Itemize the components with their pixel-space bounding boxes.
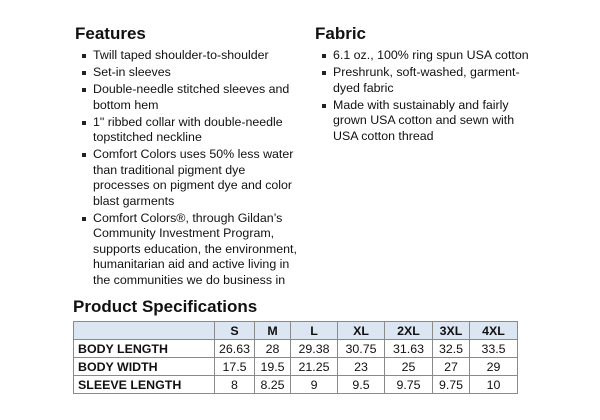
cell: 17.5 [213, 357, 256, 376]
header-cell: XL [337, 321, 386, 340]
bullet-icon [322, 103, 326, 108]
fabric-heading: Fabric [315, 24, 367, 43]
cell: 28 [254, 339, 292, 358]
bullet-icon [82, 153, 86, 158]
list-item: Preshrunk, soft-washed, garment-dyed fab… [315, 65, 535, 96]
cell: 9.75 [384, 375, 434, 394]
list-item: Made with sustainably and fairly grown U… [315, 98, 535, 145]
cell: 29.38 [290, 339, 339, 358]
cell: 21.25 [290, 357, 339, 376]
header-cell: M [254, 321, 292, 340]
cell: 23 [337, 357, 386, 376]
features-section: Features Twill taped shoulder-to-shoulde… [75, 24, 303, 290]
features-heading: Features [75, 24, 146, 43]
header-cell: L [290, 321, 339, 340]
cell: 8.25 [254, 375, 292, 394]
table-row: BODY WIDTH 17.5 19.5 21.25 23 25 27 29 [73, 357, 519, 376]
cell: 27 [432, 357, 471, 376]
bullet-icon [82, 216, 86, 221]
fabric-section: Fabric 6.1 oz., 100% ring spun USA cotto… [315, 24, 535, 146]
fabric-list: 6.1 oz., 100% ring spun USA cotton Presh… [315, 48, 535, 144]
table-row: BODY LENGTH 26.63 28 29.38 30.75 31.63 3… [73, 339, 519, 358]
bullet-icon [82, 88, 86, 93]
cell: 9 [290, 375, 339, 394]
header-cell: S [213, 321, 256, 340]
list-item: Set-in sleeves [75, 65, 303, 81]
cell: 9.5 [337, 375, 386, 394]
bullet-icon [82, 54, 86, 58]
row-label: BODY LENGTH [73, 339, 215, 358]
cell: 25 [384, 357, 434, 376]
row-label: SLEEVE LENGTH [73, 375, 215, 394]
header-cell-empty [73, 321, 215, 340]
header-cell: 4XL [469, 321, 519, 340]
cell: 8 [213, 375, 256, 394]
bullet-icon [82, 71, 86, 76]
row-label: BODY WIDTH [73, 357, 215, 376]
list-item: Double-needle stitched sleeves and botto… [75, 82, 303, 113]
bullet-icon [322, 71, 326, 76]
table-row: SLEEVE LENGTH 8 8.25 9 9.5 9.75 9.75 10 [73, 375, 519, 394]
features-list: Twill taped shoulder-to-shoulder Set-in … [75, 48, 303, 288]
cell: 26.63 [213, 339, 256, 358]
size-chart-table: S M L XL 2XL 3XL 4XL BODY LENGTH 26.63 2… [73, 321, 519, 394]
cell: 31.63 [384, 339, 434, 358]
cell: 30.75 [337, 339, 386, 358]
header-cell: 2XL [384, 321, 434, 340]
header-cell: 3XL [432, 321, 471, 340]
cell: 33.5 [469, 339, 519, 358]
list-item: Comfort Colors uses 50% less water than … [75, 147, 303, 209]
cell: 19.5 [254, 357, 292, 376]
table-header-row: S M L XL 2XL 3XL 4XL [73, 321, 519, 340]
cell: 10 [469, 375, 519, 394]
specs-heading: Product Specifications [73, 297, 258, 316]
cell: 29 [469, 357, 519, 376]
list-item: 6.1 oz., 100% ring spun USA cotton [315, 48, 535, 64]
bullet-icon [82, 120, 86, 125]
list-item: 1" ribbed collar with double-needle tops… [75, 115, 303, 146]
cell: 32.5 [432, 339, 471, 358]
list-item: Comfort Colors®, through Gildan’s Commun… [75, 211, 303, 289]
list-item: Twill taped shoulder-to-shoulder [75, 48, 303, 64]
bullet-icon [322, 54, 326, 58]
specs-section: Product Specifications S M L XL 2XL 3XL … [73, 297, 519, 394]
cell: 9.75 [432, 375, 471, 394]
